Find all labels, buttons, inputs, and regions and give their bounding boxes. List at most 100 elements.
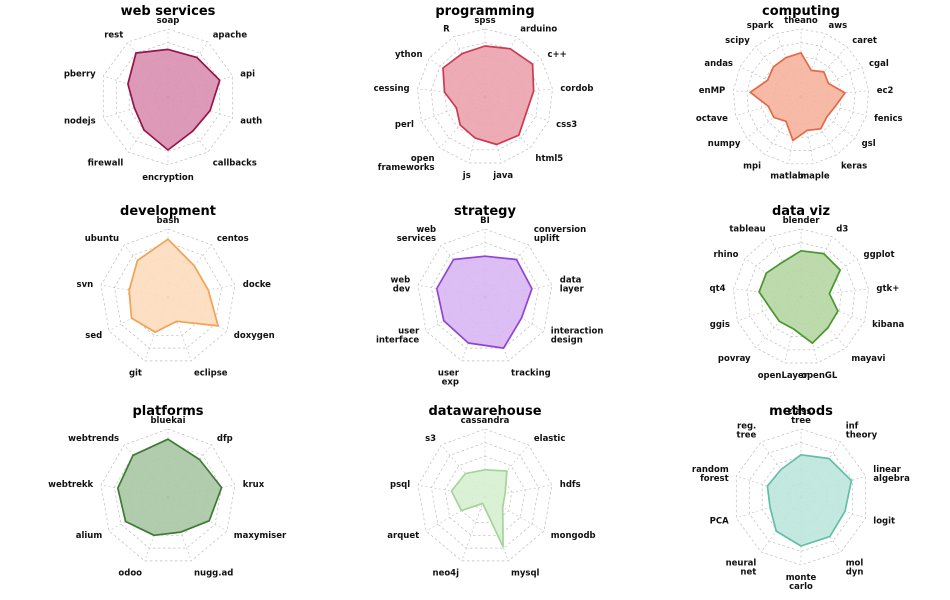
- grid-ring: [431, 242, 539, 349]
- axis-label-perl: perl: [395, 120, 414, 130]
- axis-label-theano: theano: [784, 16, 818, 26]
- axis-label-keras: keras: [841, 162, 867, 172]
- grid-ring: [431, 442, 539, 549]
- axis-label-s3: s3: [425, 434, 436, 444]
- radar-series-platforms: [116, 438, 223, 537]
- axis-label-blender: blender: [783, 216, 821, 226]
- grid-ring: [760, 55, 842, 138]
- grid-ring: [115, 42, 221, 152]
- grid-ring: [114, 242, 222, 349]
- axis-label-encryption: encryption: [142, 173, 194, 183]
- axis-label-inf-theory: inf theory: [846, 422, 878, 441]
- axis-label-ggis: ggis: [710, 320, 730, 330]
- axis-label-java: java: [492, 171, 513, 181]
- panel-title: web services: [121, 4, 216, 19]
- axis-label-spark: spark: [747, 21, 774, 31]
- axis-label-ec2: ec2: [877, 86, 894, 96]
- axis-label-spss: spss: [474, 16, 495, 26]
- radar-series-strategy: [435, 255, 533, 349]
- axis-label-mayavi: mayavi: [851, 354, 885, 364]
- axis-label-c: c++: [548, 50, 567, 60]
- grid-ring: [417, 28, 553, 164]
- panel-title: datawarehouse: [428, 404, 541, 419]
- panel-title: programming: [435, 4, 534, 19]
- axis-label-nodejs: nodejs: [64, 117, 96, 127]
- axis-label-andas: andas: [704, 59, 733, 69]
- radar-series-datawarehouse: [450, 468, 508, 548]
- axis-label-octave: octave: [696, 114, 728, 124]
- axis-label-aws: aws: [829, 21, 848, 31]
- axis-label-cassandra: cassandra: [461, 416, 510, 426]
- radar-series-computing: [749, 51, 846, 142]
- radar-series-development: [128, 238, 219, 333]
- axis-label-cessing: cessing: [374, 84, 410, 94]
- axis-label-web-dev: web dev: [390, 275, 410, 294]
- axis-label-js: js: [462, 171, 471, 181]
- axis-label-monte-carlo: monte carlo: [786, 573, 817, 592]
- axis-label-web-services: web services: [397, 225, 436, 244]
- axis-label-eclipse: eclipse: [194, 368, 228, 378]
- axis-label-logit: logit: [873, 517, 895, 527]
- grid-ring: [444, 455, 526, 536]
- axis-label-user-exp: user exp: [438, 368, 460, 387]
- axis-label-git: git: [129, 368, 142, 378]
- grid-ring: [114, 442, 222, 549]
- axis-label-webtrends: webtrends: [68, 434, 119, 444]
- axis-label-api: api: [240, 70, 255, 80]
- grid-ring: [732, 28, 870, 165]
- axis-label-tracking: tracking: [511, 368, 551, 378]
- axis-label-data-layer: data layer: [560, 275, 585, 294]
- axis-label-soap: soap: [157, 16, 180, 26]
- axis-label-alium: alium: [76, 531, 103, 541]
- axis-label-d3: d3: [836, 225, 848, 235]
- axis-label-psql: psql: [390, 480, 410, 490]
- axis-label-html5: html5: [535, 154, 563, 164]
- axis-label-sed: sed: [85, 331, 102, 341]
- axis-label-class-tree: class. tree: [787, 407, 814, 426]
- axis-label-apache: apache: [213, 31, 248, 41]
- axis-label-interaction-design: interaction design: [551, 327, 604, 346]
- axis-label-pca: PCA: [710, 517, 729, 527]
- axis-label-maxymiser: maxymiser: [234, 531, 287, 541]
- panel-title: development: [120, 204, 216, 219]
- axis-label-numpy: numpy: [708, 139, 741, 149]
- axis-label-doxygen: doxygen: [234, 331, 275, 341]
- axis-label-user-interface: user interface: [376, 327, 420, 346]
- axis-label-bluekai: bluekai: [150, 416, 185, 426]
- axis-label-povray: povray: [718, 354, 751, 364]
- axis-label-openlayer: openLayer: [758, 371, 809, 381]
- axis-label-auth: auth: [240, 117, 262, 127]
- axis-label-linear-algebra: linear algebra: [873, 465, 910, 484]
- axis-label-random-forest: random forest: [692, 465, 729, 484]
- axis-label-gtk: gtk+: [876, 284, 899, 294]
- axis-label-css3: css3: [556, 120, 577, 130]
- axis-label-cordob: cordob: [560, 84, 593, 94]
- axis-label-elastic: elastic: [534, 434, 566, 444]
- axis-label-krux: krux: [243, 480, 265, 490]
- grid-ring: [748, 442, 854, 552]
- axis-label-tableau: tableau: [729, 225, 765, 235]
- axis-label-enmp: enMP: [699, 86, 726, 96]
- radar-series-programming: [442, 45, 535, 146]
- axis-label-webtrekk: webtrekk: [48, 480, 93, 490]
- axis-label-ython: ython: [395, 50, 423, 60]
- radar-series-web-services: [127, 48, 221, 151]
- axis-label-bi: BI: [480, 216, 490, 226]
- axis-label-firewall: firewall: [88, 159, 124, 169]
- grid-ring: [746, 242, 856, 351]
- panel-title: strategy: [454, 204, 516, 219]
- axis-label-dfp: dfp: [217, 434, 233, 444]
- axis-label-maple: maple: [800, 172, 830, 182]
- axis-label-mol-dyn: mol dyn: [846, 559, 864, 578]
- axis-label-docke: docke: [243, 280, 271, 290]
- axis-label-cgal: cgal: [869, 59, 889, 69]
- grid-ring: [746, 42, 856, 151]
- radar-series-data-viz: [758, 249, 842, 345]
